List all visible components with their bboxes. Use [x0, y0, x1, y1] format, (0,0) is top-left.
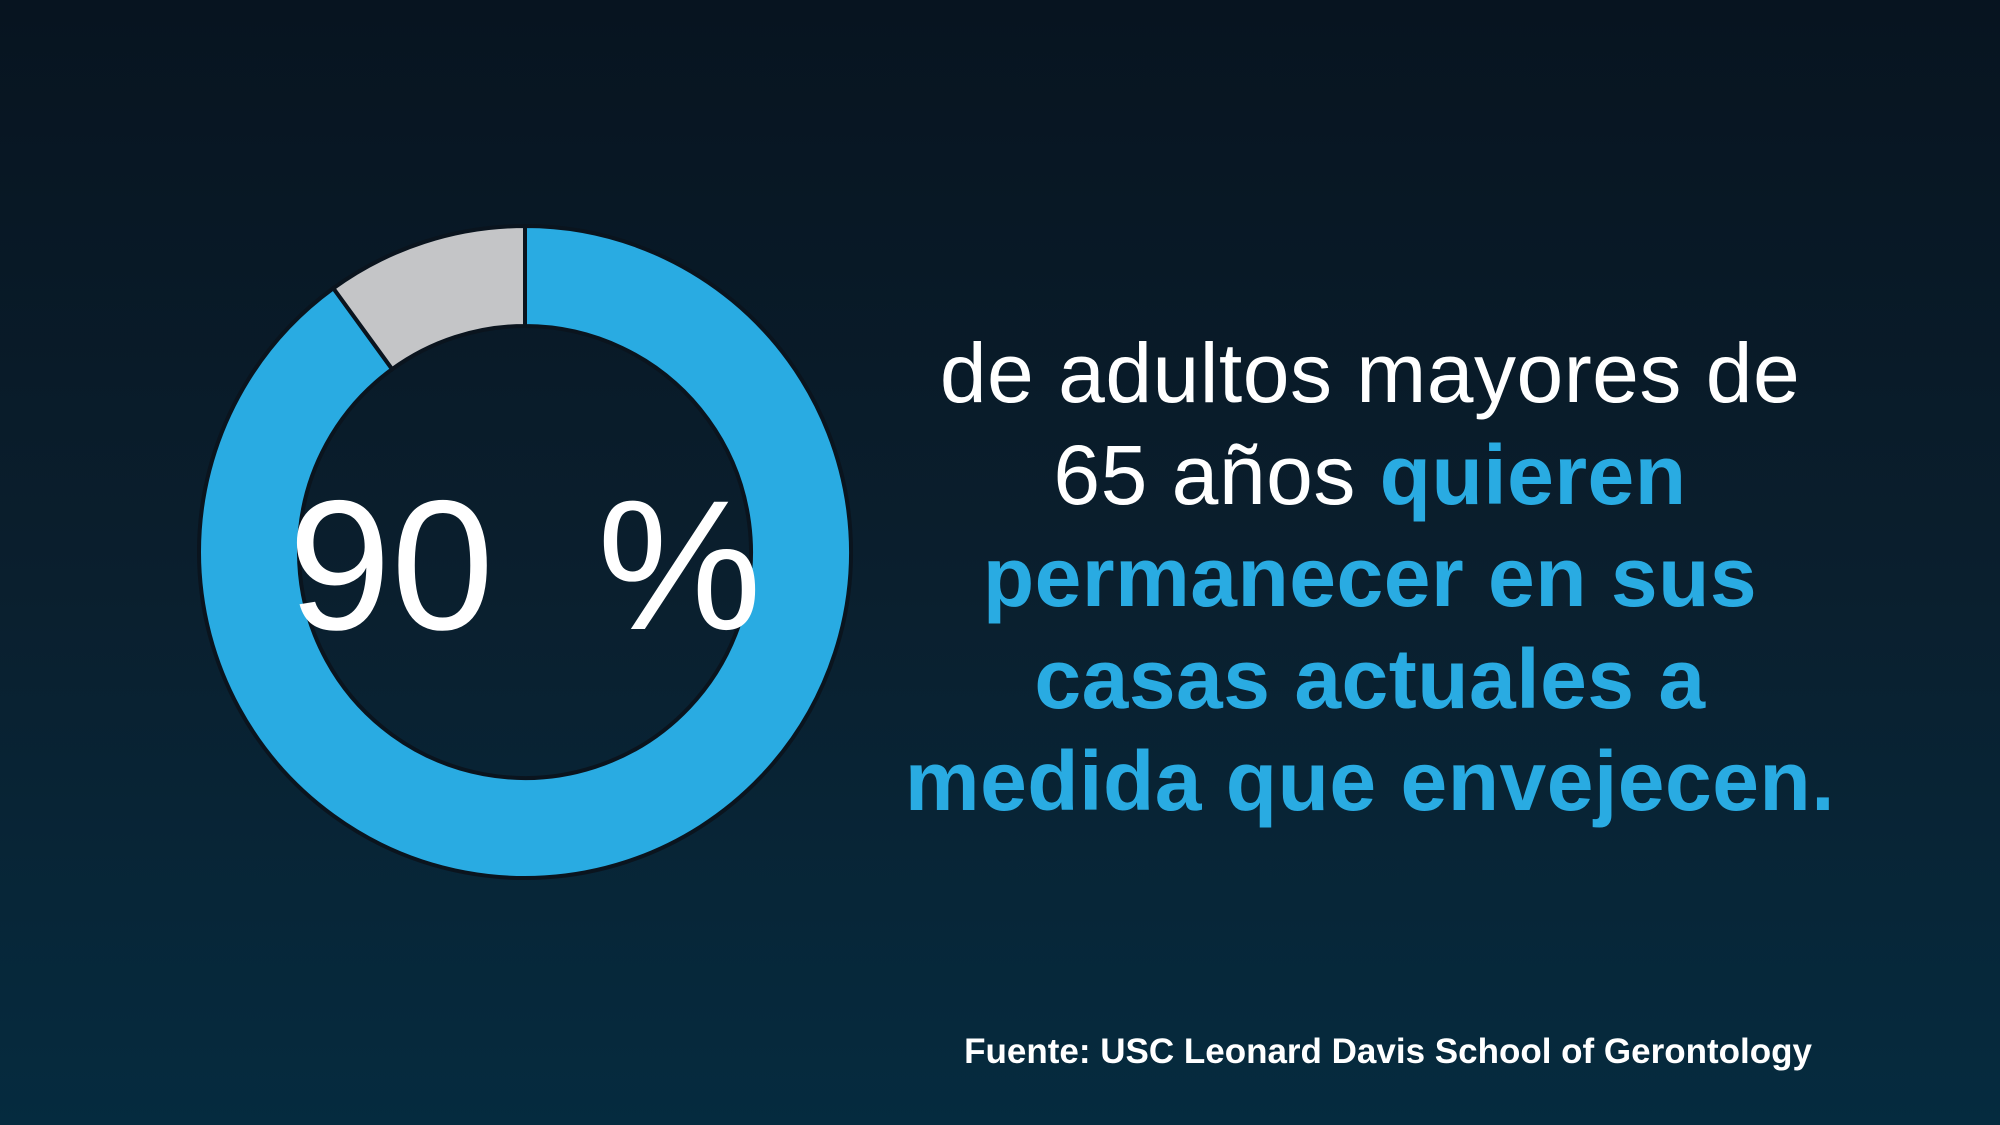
statement-line-2: 65 años quieren	[820, 424, 1920, 526]
donut-chart-svg	[197, 223, 853, 880]
statement-line2-white: 65 años	[1053, 428, 1356, 522]
statement-line-3: permanecer en sus	[820, 526, 1920, 628]
statement-line5-blue: medida que envejecen.	[904, 734, 1836, 828]
donut-chart: 90 %	[195, 222, 855, 882]
donut-slice-remainder	[330, 223, 527, 372]
donut-slice-want-to-stay	[197, 223, 853, 880]
statement-line2-blue: quieren	[1379, 428, 1687, 522]
source-attribution: Fuente: USC Leonard Davis School of Gero…	[964, 1032, 1812, 1071]
statement-line1-white: de adultos mayores de	[939, 326, 1801, 420]
statement-line-5: medida que envejecen.	[820, 730, 1920, 832]
donut-center-value: 90 %	[288, 463, 762, 669]
statement-line-1: de adultos mayores de	[820, 322, 1920, 424]
statement-line-4: casas actuales a	[820, 628, 1920, 730]
statement-line4-blue: casas actuales a	[1034, 632, 1706, 726]
statement-line3-blue: permanecer en sus	[982, 530, 1758, 624]
statement-text: de adultos mayores de 65 años quieren pe…	[820, 322, 1920, 832]
